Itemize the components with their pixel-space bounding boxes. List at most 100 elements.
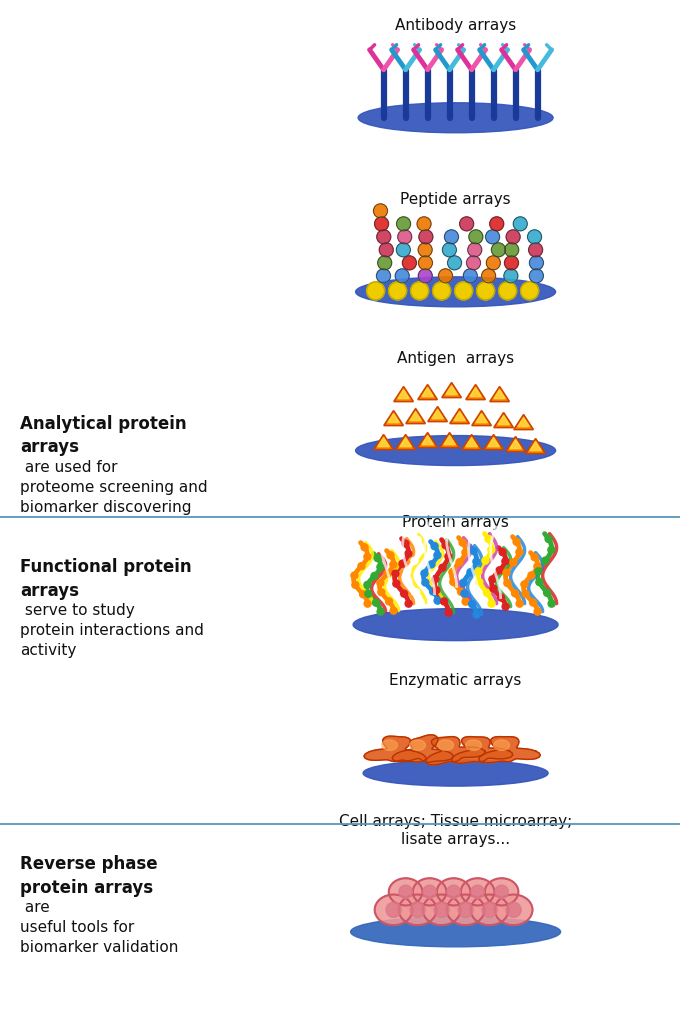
Circle shape	[542, 557, 549, 564]
Circle shape	[495, 885, 509, 899]
Circle shape	[417, 547, 424, 554]
Ellipse shape	[447, 895, 484, 925]
Polygon shape	[498, 416, 509, 425]
Text: Protein arrays: Protein arrays	[402, 515, 509, 529]
Circle shape	[483, 590, 490, 596]
Circle shape	[504, 580, 511, 587]
Polygon shape	[518, 418, 529, 427]
Ellipse shape	[471, 895, 509, 925]
Circle shape	[462, 598, 469, 605]
Circle shape	[365, 590, 372, 597]
Circle shape	[476, 579, 483, 586]
Circle shape	[361, 544, 368, 551]
Circle shape	[443, 243, 456, 257]
Circle shape	[404, 567, 411, 574]
Circle shape	[548, 600, 555, 607]
Circle shape	[417, 217, 431, 230]
Circle shape	[502, 603, 509, 610]
Circle shape	[450, 579, 457, 586]
Ellipse shape	[356, 276, 556, 307]
Circle shape	[535, 568, 542, 574]
Circle shape	[490, 217, 504, 230]
Text: Analytical protein
arrays: Analytical protein arrays	[20, 415, 187, 457]
Ellipse shape	[358, 102, 553, 133]
Text: Reverse phase
protein arrays: Reverse phase protein arrays	[20, 855, 158, 897]
Polygon shape	[484, 434, 503, 450]
Circle shape	[403, 256, 416, 270]
Polygon shape	[452, 736, 513, 763]
Polygon shape	[494, 389, 505, 398]
Circle shape	[469, 229, 483, 244]
Circle shape	[377, 563, 384, 570]
Text: Antigen  arrays: Antigen arrays	[397, 350, 514, 366]
Circle shape	[390, 561, 397, 568]
Ellipse shape	[423, 895, 460, 925]
Circle shape	[513, 217, 527, 230]
Circle shape	[364, 553, 371, 560]
Polygon shape	[422, 387, 433, 396]
Circle shape	[521, 581, 528, 588]
Circle shape	[505, 243, 519, 257]
Polygon shape	[466, 740, 481, 751]
Polygon shape	[426, 736, 485, 765]
Circle shape	[398, 229, 412, 244]
Circle shape	[373, 204, 388, 218]
Circle shape	[461, 590, 468, 597]
Circle shape	[351, 572, 358, 579]
Circle shape	[423, 885, 437, 899]
Text: Functional protein
arrays: Functional protein arrays	[20, 558, 192, 600]
Text: Peptide arrays: Peptide arrays	[401, 191, 511, 207]
Circle shape	[447, 256, 462, 270]
Circle shape	[399, 560, 406, 567]
Polygon shape	[472, 411, 492, 426]
Circle shape	[462, 549, 469, 556]
Text: Enzymatic arrays: Enzymatic arrays	[390, 673, 522, 688]
Circle shape	[386, 598, 392, 605]
Ellipse shape	[363, 760, 548, 786]
Circle shape	[371, 572, 378, 580]
Ellipse shape	[485, 879, 518, 905]
Circle shape	[417, 599, 424, 606]
Circle shape	[434, 552, 441, 559]
Circle shape	[458, 589, 464, 595]
Polygon shape	[514, 415, 533, 429]
Polygon shape	[462, 434, 481, 450]
Circle shape	[378, 589, 385, 596]
Circle shape	[405, 550, 412, 557]
Text: are used for
proteome screening and
biomarker discovering: are used for proteome screening and biom…	[20, 460, 208, 515]
Circle shape	[374, 555, 381, 561]
Circle shape	[352, 582, 359, 589]
Circle shape	[386, 902, 401, 918]
Circle shape	[401, 590, 407, 597]
Ellipse shape	[398, 895, 437, 925]
Polygon shape	[374, 434, 393, 450]
Circle shape	[449, 568, 456, 575]
Ellipse shape	[351, 916, 560, 947]
Circle shape	[543, 590, 551, 596]
Polygon shape	[506, 436, 526, 452]
Polygon shape	[388, 414, 399, 423]
Circle shape	[375, 217, 388, 230]
Polygon shape	[466, 385, 486, 399]
Circle shape	[413, 589, 420, 596]
Circle shape	[506, 902, 521, 918]
Circle shape	[441, 598, 447, 605]
Circle shape	[467, 568, 474, 575]
Circle shape	[428, 561, 435, 568]
Polygon shape	[410, 412, 422, 421]
Circle shape	[459, 539, 466, 546]
Polygon shape	[381, 740, 398, 751]
Circle shape	[516, 600, 523, 607]
Polygon shape	[442, 383, 461, 397]
Circle shape	[439, 269, 452, 283]
Circle shape	[445, 553, 452, 560]
Polygon shape	[394, 386, 413, 401]
Circle shape	[377, 269, 390, 283]
Circle shape	[528, 571, 535, 579]
Polygon shape	[476, 414, 488, 423]
Ellipse shape	[356, 435, 556, 466]
Circle shape	[431, 543, 438, 550]
Circle shape	[396, 217, 411, 230]
Circle shape	[447, 885, 460, 899]
Circle shape	[463, 269, 477, 283]
